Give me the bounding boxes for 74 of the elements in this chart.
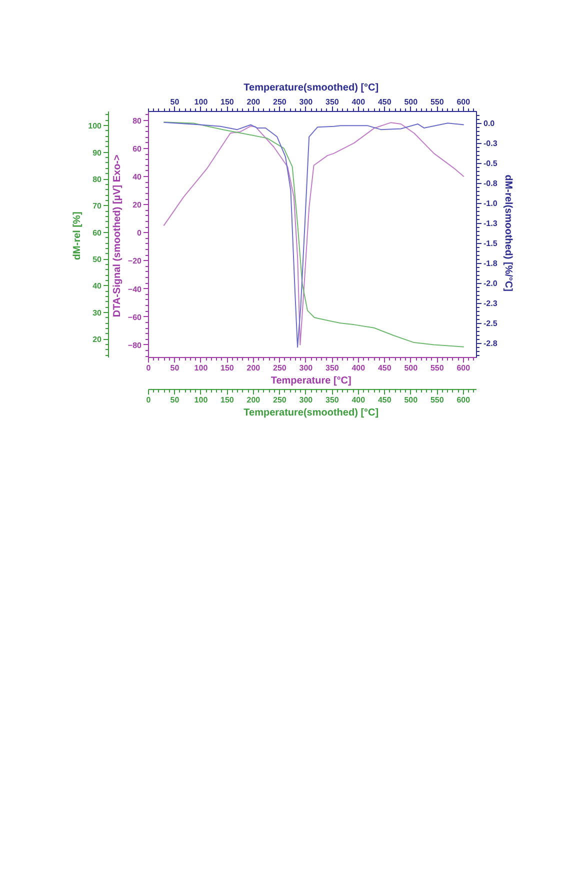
x-tick-label: 0 — [146, 364, 152, 372]
x2-tick-label: 200 — [246, 98, 261, 106]
y-tick-label: 60 — [132, 144, 142, 154]
text: 200 — [246, 396, 261, 404]
text: 0 — [146, 396, 152, 404]
y3-axis-title: dM-rel [%] — [72, 212, 84, 260]
y-axis-title: DTA-Signal (smoothed) [µV] Exo-> — [112, 154, 123, 318]
y3-tick-label: 90 — [92, 148, 102, 158]
x-tick-label: 50 — [170, 364, 180, 372]
y2-tick-label: -0.5 — [484, 159, 498, 168]
y2-axis-title: dM-rel(smoothed) [%/°C] — [502, 174, 514, 292]
y2-tick-label: 0.0 — [484, 119, 496, 128]
y2-tick-label: -1.0 — [484, 199, 498, 208]
y3-tick-label: 40 — [92, 282, 102, 291]
x-tick-label: 200 — [246, 364, 261, 372]
y3-tick-label: 60 — [92, 228, 102, 238]
x-tick-label: 350 — [326, 364, 340, 372]
y-tick-label: −80 — [128, 340, 142, 350]
text: 400 — [352, 396, 366, 404]
y2-tick-label: -2.5 — [484, 319, 498, 328]
y2-tick-label: -1.5 — [484, 239, 498, 248]
text: 300 — [299, 396, 314, 404]
x2-tick-label: 400 — [352, 98, 366, 106]
y-tick-label: 40 — [132, 172, 142, 182]
x2-tick-label: 150 — [220, 98, 234, 106]
y2-tick-label: -2.8 — [484, 339, 498, 348]
text: 250 — [273, 396, 287, 404]
y2-tick-label: -0.8 — [484, 179, 498, 188]
x-tick-label: 550 — [430, 364, 444, 372]
x-tick-label: 100 — [194, 364, 208, 372]
x-tick-label: 500 — [404, 364, 418, 372]
text: Temperature(smoothed) [°C] — [244, 408, 379, 418]
x-tick-label: 450 — [378, 364, 392, 372]
x-tick-label: 150 — [220, 364, 234, 372]
y3-tick-label: 20 — [92, 335, 102, 344]
y-tick-label: 20 — [132, 200, 142, 210]
x-axis-title: Temperature [°C] — [270, 376, 352, 386]
x2-tick-label: 600 — [456, 98, 471, 106]
y2-tick-label: -2.0 — [484, 279, 498, 288]
y-tick-label: −20 — [128, 256, 142, 266]
x2-tick-label: 250 — [273, 98, 287, 106]
text: 100 — [194, 396, 208, 404]
x-tick-label: 400 — [352, 364, 366, 372]
y2-tick-label: -1.8 — [484, 259, 498, 268]
y-tick-label: −60 — [128, 312, 142, 322]
y-tick-label: 0 — [137, 228, 142, 238]
x2-tick-label: 350 — [326, 98, 340, 106]
x2-tick-label: 300 — [299, 98, 314, 106]
y2-tick-label: -1.3 — [484, 219, 498, 228]
text: 500 — [404, 396, 418, 404]
y2-tick-label: -2.3 — [484, 299, 498, 308]
text: 550 — [430, 396, 444, 404]
x2-tick-label: 550 — [430, 98, 444, 106]
y3-tick-label: 50 — [92, 255, 102, 264]
y-tick-label: 80 — [132, 116, 142, 126]
y3-tick-label: 100 — [88, 122, 102, 131]
x-tick-label: 300 — [299, 364, 314, 372]
x2-tick-label: 450 — [378, 98, 392, 106]
x2-tick-label: 500 — [404, 98, 418, 106]
x2-axis-title: Temperature(smoothed) [°C] — [244, 82, 379, 94]
y2-tick-label: -0.3 — [484, 139, 498, 148]
text: 50 — [170, 396, 180, 404]
y-tick-label: −40 — [128, 284, 142, 294]
text: 450 — [378, 396, 392, 404]
x-tick-label: 600 — [456, 364, 471, 372]
text: 600 — [456, 396, 471, 404]
y3-tick-label: 30 — [92, 308, 102, 318]
text: 350 — [326, 396, 340, 404]
x2-tick-label: 50 — [170, 98, 180, 106]
text: 150 — [220, 396, 234, 404]
y3-tick-label: 70 — [92, 202, 102, 211]
x-tick-label: 250 — [273, 364, 287, 372]
x2-tick-label: 100 — [194, 98, 208, 106]
y3-tick-label: 80 — [92, 175, 102, 184]
